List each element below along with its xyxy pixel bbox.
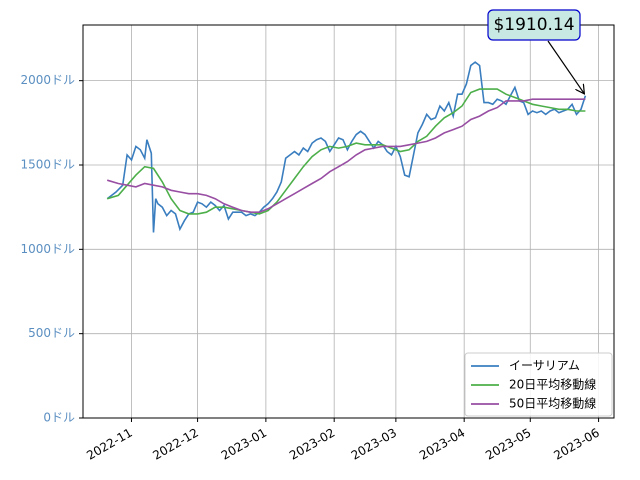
legend-label: 20日平均移動線 — [509, 377, 596, 392]
series-line — [106, 61, 587, 233]
series-line — [106, 98, 586, 213]
annotation-arrow — [547, 40, 584, 94]
legend-label: 50日平均移動線 — [509, 396, 596, 411]
y-tick-label: 0ドル — [43, 411, 75, 425]
y-tick-label: 2000ドル — [20, 73, 75, 87]
y-tick-label: 500ドル — [28, 326, 75, 340]
legend-label: イーサリアム — [509, 359, 580, 373]
series-line — [106, 88, 586, 215]
annotation: $1910.14 — [493, 15, 574, 35]
y-tick-label: 1500ドル — [20, 157, 75, 171]
legend-box — [464, 352, 613, 417]
y-tick-label: 1000ドル — [20, 242, 75, 256]
plot-frame — [82, 24, 615, 419]
annotation-box — [487, 9, 581, 41]
